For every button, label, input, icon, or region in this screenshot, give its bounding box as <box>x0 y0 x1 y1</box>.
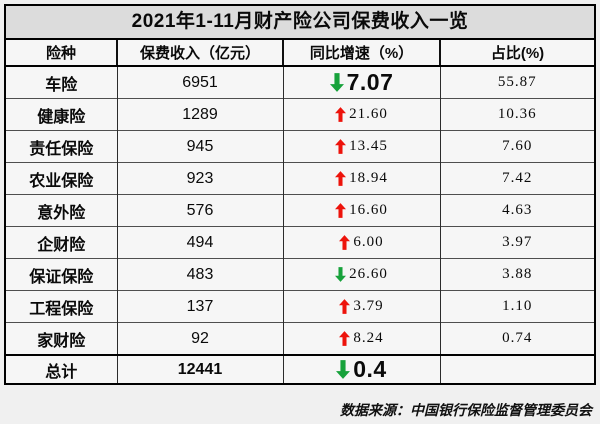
share-cell <box>439 354 594 383</box>
down-arrow-icon <box>335 267 347 282</box>
col-header-insurance-type: 险种 <box>6 40 117 67</box>
insurance-type-cell: 保证保险 <box>6 258 117 291</box>
premium-income-cell: 92 <box>116 322 283 355</box>
growth-value: 3.79 <box>353 298 384 314</box>
up-arrow-icon <box>335 203 347 218</box>
growth-value: 26.60 <box>349 266 388 282</box>
growth-value: 13.45 <box>349 138 388 154</box>
table-row: 企财险 494 6.00 3.97 <box>6 226 594 259</box>
premium-income-cell: 576 <box>116 194 283 227</box>
insurance-type-cell: 家财险 <box>6 322 117 355</box>
growth-value: 21.60 <box>349 106 388 122</box>
growth-cell: 8.24 <box>282 322 440 355</box>
table-row: 工程保险 137 3.79 1.10 <box>6 290 594 323</box>
growth-cell: 16.60 <box>282 194 440 227</box>
header-row: 险种 保费收入（亿元） 同比增速（%） 占比(%) <box>6 40 594 67</box>
data-table: 险种 保费收入（亿元） 同比增速（%） 占比(%) 车险 6951 7.07 5… <box>6 40 594 383</box>
premium-income-cell: 494 <box>116 226 283 259</box>
premium-income-cell: 137 <box>116 290 283 323</box>
table-row: 农业保险 923 18.94 7.42 <box>6 162 594 195</box>
growth-value: 18.94 <box>349 170 388 186</box>
share-cell: 3.88 <box>439 258 594 291</box>
share-cell: 3.97 <box>439 226 594 259</box>
insurance-type-cell: 工程保险 <box>6 290 117 323</box>
insurance-type-cell: 农业保险 <box>6 162 117 195</box>
up-arrow-icon <box>339 299 351 314</box>
table-row: 家财险 92 8.24 0.74 <box>6 322 594 355</box>
growth-cell: 0.4 <box>282 354 440 383</box>
table-header: 险种 保费收入（亿元） 同比增速（%） 占比(%) <box>6 40 594 67</box>
growth-value-group: 16.60 <box>284 202 440 219</box>
table-row: 保证保险 483 26.60 3.88 <box>6 258 594 291</box>
table-title: 2021年1-11月财产险公司保费收入一览 <box>6 6 594 40</box>
growth-cell: 18.94 <box>282 162 440 195</box>
down-arrow-icon <box>329 73 344 92</box>
share-cell: 0.74 <box>439 322 594 355</box>
data-source-note: 数据来源：中国银行保险监督管理委员会 <box>340 404 592 419</box>
table-row: 责任保险 945 13.45 7.60 <box>6 130 594 163</box>
growth-cell: 3.79 <box>282 290 440 323</box>
growth-value: 7.07 <box>346 69 394 95</box>
premium-income-cell: 945 <box>116 130 283 163</box>
growth-cell: 6.00 <box>282 226 440 259</box>
share-cell: 1.10 <box>439 290 594 323</box>
table-body: 车险 6951 7.07 55.87 健康险 1289 21.60 10.36 … <box>6 65 594 383</box>
growth-value-group: 3.79 <box>284 298 440 315</box>
growth-cell: 21.60 <box>282 98 440 131</box>
up-arrow-icon <box>339 235 351 250</box>
growth-value-group: 26.60 <box>284 266 440 283</box>
premium-income-cell: 483 <box>116 258 283 291</box>
growth-value-group: 0.4 <box>284 356 440 383</box>
insurance-type-cell: 责任保险 <box>6 130 117 163</box>
insurance-type-cell: 总计 <box>6 354 117 383</box>
up-arrow-icon <box>335 107 347 122</box>
up-arrow-icon <box>335 139 347 154</box>
down-arrow-icon <box>336 360 351 379</box>
growth-value: 16.60 <box>349 202 388 218</box>
share-cell: 7.42 <box>439 162 594 195</box>
share-cell: 7.60 <box>439 130 594 163</box>
insurance-type-cell: 健康险 <box>6 98 117 131</box>
up-arrow-icon <box>339 331 351 346</box>
up-arrow-icon <box>335 171 347 186</box>
growth-cell: 7.07 <box>282 65 440 99</box>
share-cell: 10.36 <box>439 98 594 131</box>
growth-value: 6.00 <box>353 234 384 250</box>
col-header-share: 占比(%) <box>439 40 594 67</box>
growth-value: 8.24 <box>353 330 384 346</box>
growth-value-group: 21.60 <box>284 106 440 123</box>
table-row: 总计 12441 0.4 <box>6 354 594 383</box>
premium-income-cell: 6951 <box>116 65 283 99</box>
table-row: 车险 6951 7.07 55.87 <box>6 65 594 99</box>
insurance-type-cell: 企财险 <box>6 226 117 259</box>
growth-value-group: 7.07 <box>284 69 440 96</box>
table-row: 意外险 576 16.60 4.63 <box>6 194 594 227</box>
share-cell: 4.63 <box>439 194 594 227</box>
premium-income-table: 2021年1-11月财产险公司保费收入一览 险种 保费收入（亿元） 同比增速（%… <box>4 4 596 385</box>
insurance-type-cell: 意外险 <box>6 194 117 227</box>
premium-income-cell: 923 <box>116 162 283 195</box>
growth-cell: 13.45 <box>282 130 440 163</box>
share-cell: 55.87 <box>439 65 594 99</box>
col-header-premium-income: 保费收入（亿元） <box>116 40 283 67</box>
premium-income-cell: 12441 <box>116 354 283 383</box>
growth-value-group: 13.45 <box>284 138 440 155</box>
table-row: 健康险 1289 21.60 10.36 <box>6 98 594 131</box>
growth-cell: 26.60 <box>282 258 440 291</box>
growth-value: 0.4 <box>353 356 387 382</box>
insurance-type-cell: 车险 <box>6 65 117 99</box>
col-header-yoy-growth: 同比增速（%） <box>282 40 440 67</box>
growth-value-group: 8.24 <box>284 330 440 347</box>
growth-value-group: 6.00 <box>284 234 440 251</box>
premium-income-cell: 1289 <box>116 98 283 131</box>
growth-value-group: 18.94 <box>284 170 440 187</box>
